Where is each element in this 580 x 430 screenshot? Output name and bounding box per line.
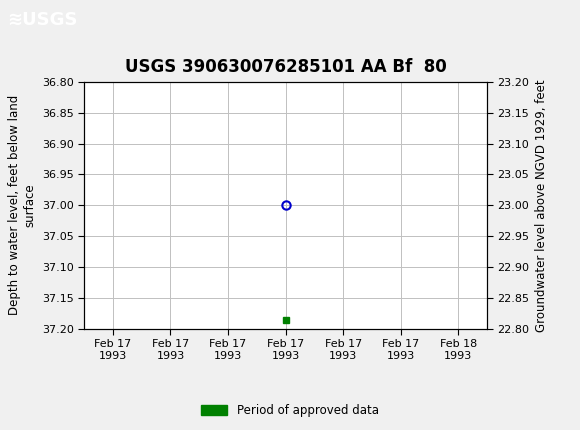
Text: ≋USGS: ≋USGS [7, 10, 78, 28]
Y-axis label: Groundwater level above NGVD 1929, feet: Groundwater level above NGVD 1929, feet [535, 79, 548, 332]
Legend: Period of approved data: Period of approved data [197, 399, 383, 422]
Y-axis label: Depth to water level, feet below land
surface: Depth to water level, feet below land su… [8, 95, 37, 316]
Title: USGS 390630076285101 AA Bf  80: USGS 390630076285101 AA Bf 80 [125, 58, 447, 76]
